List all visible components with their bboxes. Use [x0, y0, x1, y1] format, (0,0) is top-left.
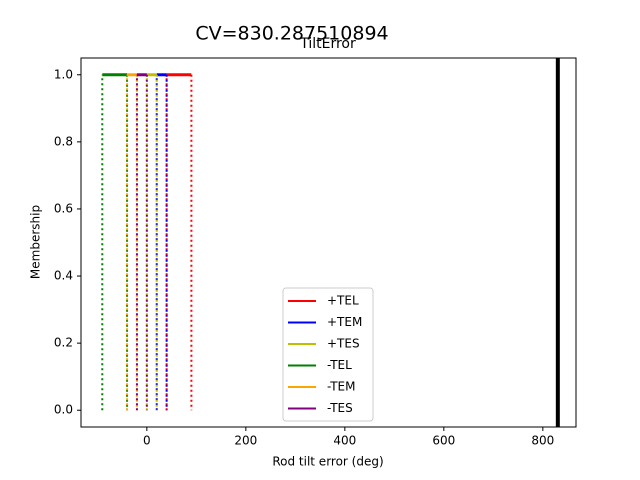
- y-tick-label: 0.4: [54, 269, 73, 283]
- y-tick-label: 0.6: [54, 201, 73, 215]
- y-tick-label: 1.0: [54, 67, 73, 81]
- y-axis-label: Membership: [29, 205, 43, 279]
- legend-label: -TEM: [327, 380, 356, 394]
- y-tick-label: 0.2: [54, 336, 73, 350]
- axes-frame: [80, 57, 577, 428]
- suptitle: CV=830.287510894: [195, 23, 388, 45]
- legend-label: -TES: [327, 401, 353, 415]
- legend-label: +TEM: [327, 315, 362, 329]
- chart-title: TiltError: [299, 36, 356, 52]
- legend-label: -TEL: [327, 358, 352, 372]
- x-tick-label: 200: [234, 434, 257, 448]
- y-tick-label: 0.0: [54, 403, 73, 417]
- plot-area: [101, 58, 560, 427]
- x-tick-label: 800: [531, 434, 554, 448]
- y-tick-label: 0.8: [54, 134, 73, 148]
- x-axis-label: Rod tilt error (deg): [272, 455, 383, 469]
- x-tick-label: 400: [333, 434, 356, 448]
- legend-label: +TES: [327, 337, 360, 351]
- legend-label: +TEL: [327, 294, 359, 308]
- x-tick-label: 0: [143, 434, 151, 448]
- x-tick-label: 600: [432, 434, 455, 448]
